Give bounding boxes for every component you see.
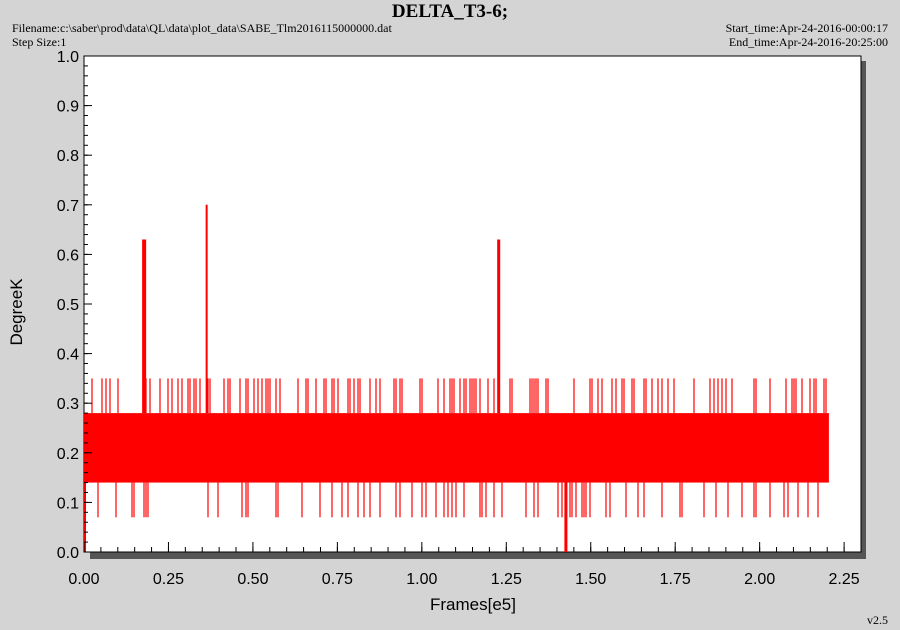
x-axis-label: Frames[e5] bbox=[430, 595, 516, 614]
y-tick-label: 0.3 bbox=[57, 396, 79, 413]
y-tick-label: 0.8 bbox=[57, 148, 79, 165]
y-tick-label: 0.6 bbox=[57, 247, 79, 264]
version-label: v2.5 bbox=[867, 613, 888, 627]
y-axis-label: DegreeK bbox=[7, 278, 26, 346]
y-tick-label: 0.5 bbox=[57, 297, 79, 314]
axes: 0.0 0.1 0.2 0.3 0.4 0.5 0.6 0.7 0.8 0.9 1.0 0.00 0.2… bbox=[57, 49, 860, 588]
x-tick-label: 0.75 bbox=[322, 571, 353, 588]
y-tick-label: 0.7 bbox=[57, 198, 79, 215]
x-tick-label: 1.25 bbox=[491, 571, 522, 588]
y-tick-label: 1.0 bbox=[57, 49, 79, 66]
start-time-label: Start_time:Apr-24-2016-00:00:17 bbox=[725, 21, 888, 35]
x-tick-label: 1.75 bbox=[660, 571, 691, 588]
end-time-label: End_time:Apr-24-2016-20:25:00 bbox=[728, 35, 888, 49]
y-tick-label: 0.1 bbox=[57, 495, 79, 512]
x-tick-label: 0.00 bbox=[68, 571, 99, 588]
step-size-label: Step Size:1 bbox=[12, 35, 67, 49]
chart-title: DELTA_T3-6; bbox=[391, 1, 509, 22]
series-band bbox=[84, 413, 829, 483]
series-delta-t3-6 bbox=[84, 204, 829, 552]
y-tick-label: 0.0 bbox=[57, 545, 79, 562]
x-tick-label: 2.25 bbox=[829, 571, 860, 588]
filename-label: Filename:c:\saber\prod\data\QL\data\plot… bbox=[12, 21, 392, 35]
x-tick-label: 1.00 bbox=[406, 571, 437, 588]
x-tick-label: 1.50 bbox=[575, 571, 606, 588]
x-tick-label: 2.00 bbox=[744, 571, 775, 588]
x-tick-label: 0.25 bbox=[153, 571, 184, 588]
y-tick-label: 0.9 bbox=[57, 99, 79, 116]
y-tick-label: 0.4 bbox=[57, 347, 79, 364]
y-tick-label: 0.2 bbox=[57, 446, 79, 463]
x-tick-label: 0.50 bbox=[237, 571, 268, 588]
